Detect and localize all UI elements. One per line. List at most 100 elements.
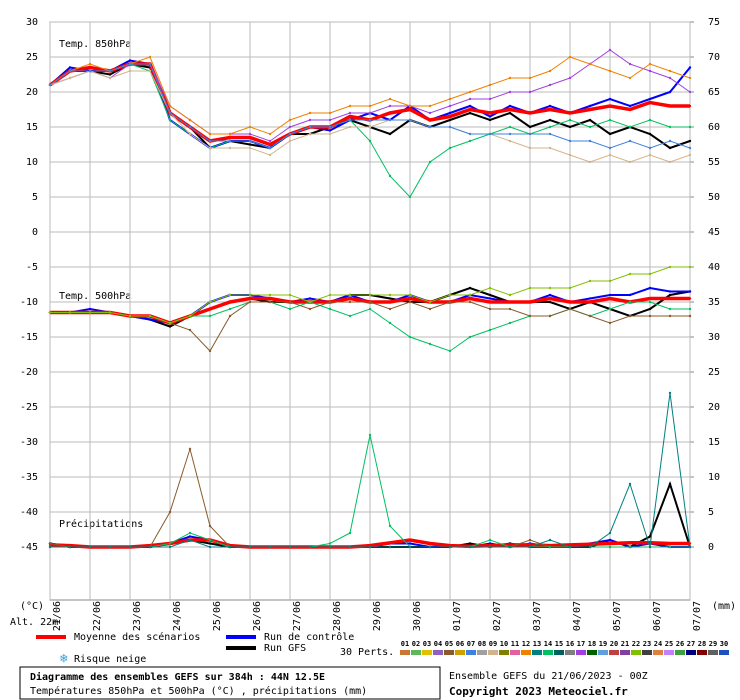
point: [188, 535, 192, 538]
x-tick-label: 05/07: [612, 601, 623, 631]
point: [348, 297, 352, 300]
point: [228, 132, 232, 136]
y2-tick-label: 25: [708, 367, 720, 378]
point: [368, 293, 372, 297]
point: [628, 541, 632, 544]
pert-number: 16: [566, 640, 574, 648]
point: [688, 314, 692, 318]
point: [368, 307, 372, 311]
point: [528, 90, 532, 94]
point: [548, 69, 552, 73]
point: [468, 297, 472, 300]
y-tick-label: -35: [20, 472, 38, 483]
point: [208, 349, 212, 353]
point: [408, 542, 412, 545]
y2-tick-label: 65: [708, 87, 720, 98]
point: [308, 300, 312, 304]
pert-swatch: [543, 650, 553, 655]
point: [48, 83, 52, 87]
point: [308, 297, 312, 300]
point: [428, 160, 432, 164]
point: [488, 538, 492, 542]
point: [608, 118, 612, 122]
point: [588, 279, 592, 283]
point: [588, 297, 592, 300]
point: [228, 146, 232, 150]
point: [628, 108, 632, 111]
point: [348, 531, 352, 535]
pert-number: 24: [654, 640, 662, 648]
point: [268, 300, 272, 304]
point: [328, 545, 332, 549]
point: [628, 125, 632, 129]
point: [508, 104, 512, 108]
point: [88, 307, 92, 311]
point: [668, 69, 672, 73]
point: [388, 545, 392, 549]
x-tick-label: 22/06: [92, 601, 103, 631]
point: [668, 307, 672, 311]
point: [468, 300, 472, 304]
point: [548, 297, 552, 300]
point: [128, 314, 132, 318]
pert-number: 26: [676, 640, 684, 648]
point: [448, 118, 452, 122]
point: [308, 125, 312, 129]
perts-label: 30 Perts.: [340, 647, 394, 658]
point: [148, 69, 152, 73]
point: [688, 265, 692, 269]
run-info: Ensemble GEFS du 21/06/2023 - 00Z: [449, 671, 648, 682]
pert-swatch: [521, 650, 531, 655]
point: [208, 542, 212, 545]
point: [548, 146, 552, 150]
point: [108, 311, 112, 314]
point: [508, 139, 512, 143]
x-tick-label: 30/06: [412, 601, 423, 631]
point: [508, 321, 512, 325]
pert-number: 14: [544, 640, 552, 648]
point: [68, 66, 72, 69]
pert-swatch: [664, 650, 674, 655]
point: [468, 293, 472, 297]
point: [68, 311, 72, 314]
pert-number: 08: [478, 640, 486, 648]
point: [528, 132, 532, 136]
point: [128, 545, 132, 549]
point: [588, 125, 592, 129]
pert-swatch: [411, 650, 421, 655]
point: [348, 104, 352, 108]
point: [208, 146, 212, 150]
point: [568, 545, 572, 549]
point: [328, 542, 332, 545]
point: [168, 321, 172, 325]
pert-swatch: [642, 650, 652, 655]
point: [328, 125, 332, 129]
point: [488, 300, 492, 304]
point: [608, 542, 612, 545]
point: [348, 300, 352, 304]
point: [448, 115, 452, 118]
point: [388, 132, 392, 136]
point: [688, 290, 692, 293]
point: [228, 139, 232, 143]
point: [508, 293, 512, 297]
y2-tick-label: 70: [708, 52, 720, 63]
point: [368, 545, 372, 549]
point: [488, 111, 492, 115]
point: [328, 111, 332, 115]
point: [48, 311, 52, 314]
y-tick-label: 5: [32, 192, 38, 203]
point: [448, 111, 452, 115]
point: [368, 139, 372, 143]
legend-label: Moyenne des scénarios: [74, 631, 200, 643]
point: [468, 111, 472, 115]
pert-number: 01: [401, 640, 409, 648]
point: [508, 108, 512, 111]
point: [208, 538, 212, 542]
y-tick-label: -10: [20, 297, 38, 308]
point: [128, 59, 132, 62]
point: [148, 318, 152, 321]
pert-number: 07: [467, 640, 475, 648]
pert-swatch: [609, 650, 619, 655]
